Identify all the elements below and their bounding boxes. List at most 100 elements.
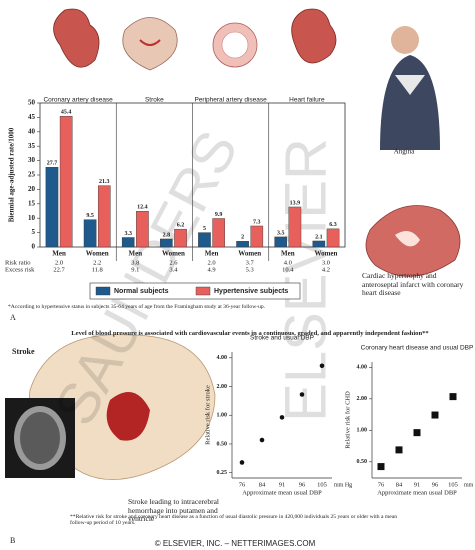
x-tick-label: Women [86, 250, 109, 258]
x-tick-label: Men [205, 250, 219, 258]
legend-swatch [195, 286, 211, 296]
panel-label: A [10, 313, 16, 322]
x-tick-label: 76 [378, 481, 385, 488]
section-title: Level of blood pressure is associated wi… [71, 330, 429, 337]
bar [198, 232, 211, 248]
y-axis-label: Biennial age-adjusted rate/1000 [8, 127, 16, 222]
bar [212, 218, 225, 248]
x-tick-label: Men [281, 250, 295, 258]
value-label: 2.8 [163, 232, 171, 238]
y-tick-label: 0 [32, 243, 36, 251]
bar [136, 211, 149, 248]
value-label: 9.5 [86, 213, 94, 219]
y-axis-label: Relative risk for CHD [344, 391, 351, 449]
table-cell: 2.0 [208, 259, 216, 266]
value-label: 9.9 [215, 212, 223, 218]
table-cell: 2.6 [169, 259, 178, 266]
y-tick-label: 0.50 [357, 459, 368, 465]
y-tick-label: 40 [28, 127, 36, 135]
group-label: Heart failure [289, 97, 325, 104]
y-tick-label: 5 [32, 228, 36, 236]
bar [121, 237, 135, 248]
point [259, 437, 265, 443]
bar [288, 206, 302, 248]
group-label: Coronary artery disease [43, 97, 113, 104]
bar [83, 219, 97, 248]
y-tick-label: 30 [28, 156, 36, 164]
y-tick-label: 50 [28, 99, 36, 107]
value-label: 6.3 [329, 222, 337, 228]
group-label: Peripheral artery disease [194, 97, 267, 104]
x-tick-label: 105 [317, 481, 327, 488]
point [319, 363, 325, 369]
x-tick-label: 84 [396, 481, 403, 488]
y-tick-label: 4.00 [357, 365, 368, 371]
y-tick-label: 0.50 [217, 441, 228, 447]
bar [250, 225, 264, 248]
point [239, 460, 245, 465]
value-label: 3.3 [124, 231, 132, 237]
table-row-label: Excess risk [5, 266, 35, 273]
y-tick-label: 10 [28, 214, 36, 222]
point [377, 463, 385, 471]
table-cell: 22.7 [53, 266, 65, 273]
panel-label: B [10, 536, 15, 545]
x-unit: mm Hg [334, 482, 352, 488]
x-axis-label: Approximate mean usual DBP [377, 489, 457, 496]
legend-label: Hypertensive subjects [214, 288, 288, 295]
value-label: 2 [241, 235, 244, 241]
x-axis-label: Approximate mean usual DBP [242, 489, 322, 496]
table-cell: 3.4 [169, 266, 178, 273]
table-cell: 9.1 [131, 266, 139, 273]
section-label: Stroke [12, 347, 35, 356]
value-label: 6.2 [177, 223, 185, 229]
chart-title: Coronary heart disease and usual DBP [361, 345, 474, 352]
table-cell: 10.4 [282, 266, 294, 273]
y-tick-label: 35 [28, 142, 36, 150]
table-cell: 2.2 [93, 259, 101, 266]
bar [174, 228, 187, 248]
y-tick-label: 1.00 [357, 428, 368, 434]
illustration-caption: Cardiac hypertrophy and anteroseptal inf… [362, 271, 464, 298]
point [449, 393, 457, 401]
bar [236, 241, 249, 248]
chart-title: Stroke and usual DBP [250, 335, 314, 342]
y-tick-label: 2.00 [357, 396, 368, 402]
x-tick-label: 76 [239, 481, 246, 488]
point [413, 429, 421, 437]
value-label: 3.5 [277, 230, 285, 236]
illustration-label: Angina [394, 148, 416, 156]
bar [59, 116, 73, 248]
value-label: 7.3 [253, 219, 261, 225]
y-tick-label: 0.25 [217, 470, 228, 476]
table-cell: 4.2 [322, 266, 330, 273]
table-cell: 4.9 [208, 266, 216, 273]
y-axis-label: Relative risk for stroke [204, 385, 211, 445]
footnote: *According to hypertensive status in sub… [8, 304, 266, 310]
legend-label: Normal subjects [114, 288, 169, 295]
table-cell: 2.0 [55, 259, 63, 266]
y-tick-label: 15 [28, 199, 36, 207]
table-cell: 3.7 [246, 259, 255, 266]
bar [97, 185, 111, 248]
x-tick-label: 96 [299, 481, 306, 488]
x-tick-label: Men [52, 250, 66, 258]
value-label: 5 [203, 226, 206, 232]
point [279, 415, 285, 420]
table-cell: 4.0 [284, 259, 292, 266]
x-tick-label: 91 [414, 481, 421, 488]
bar [274, 236, 288, 248]
table-cell: 11.8 [92, 266, 103, 273]
point [395, 446, 403, 454]
table-cell: 3.8 [131, 259, 139, 266]
point [299, 392, 305, 397]
bar [45, 167, 59, 248]
x-tick-label: Women [162, 250, 185, 258]
bar [312, 240, 326, 248]
legend-swatch [95, 286, 111, 296]
y-tick-label: 4.00 [217, 355, 228, 361]
illustrations [5, 8, 461, 480]
illustration-caption: Stroke leading to intracerebral hemorrha… [128, 497, 220, 524]
